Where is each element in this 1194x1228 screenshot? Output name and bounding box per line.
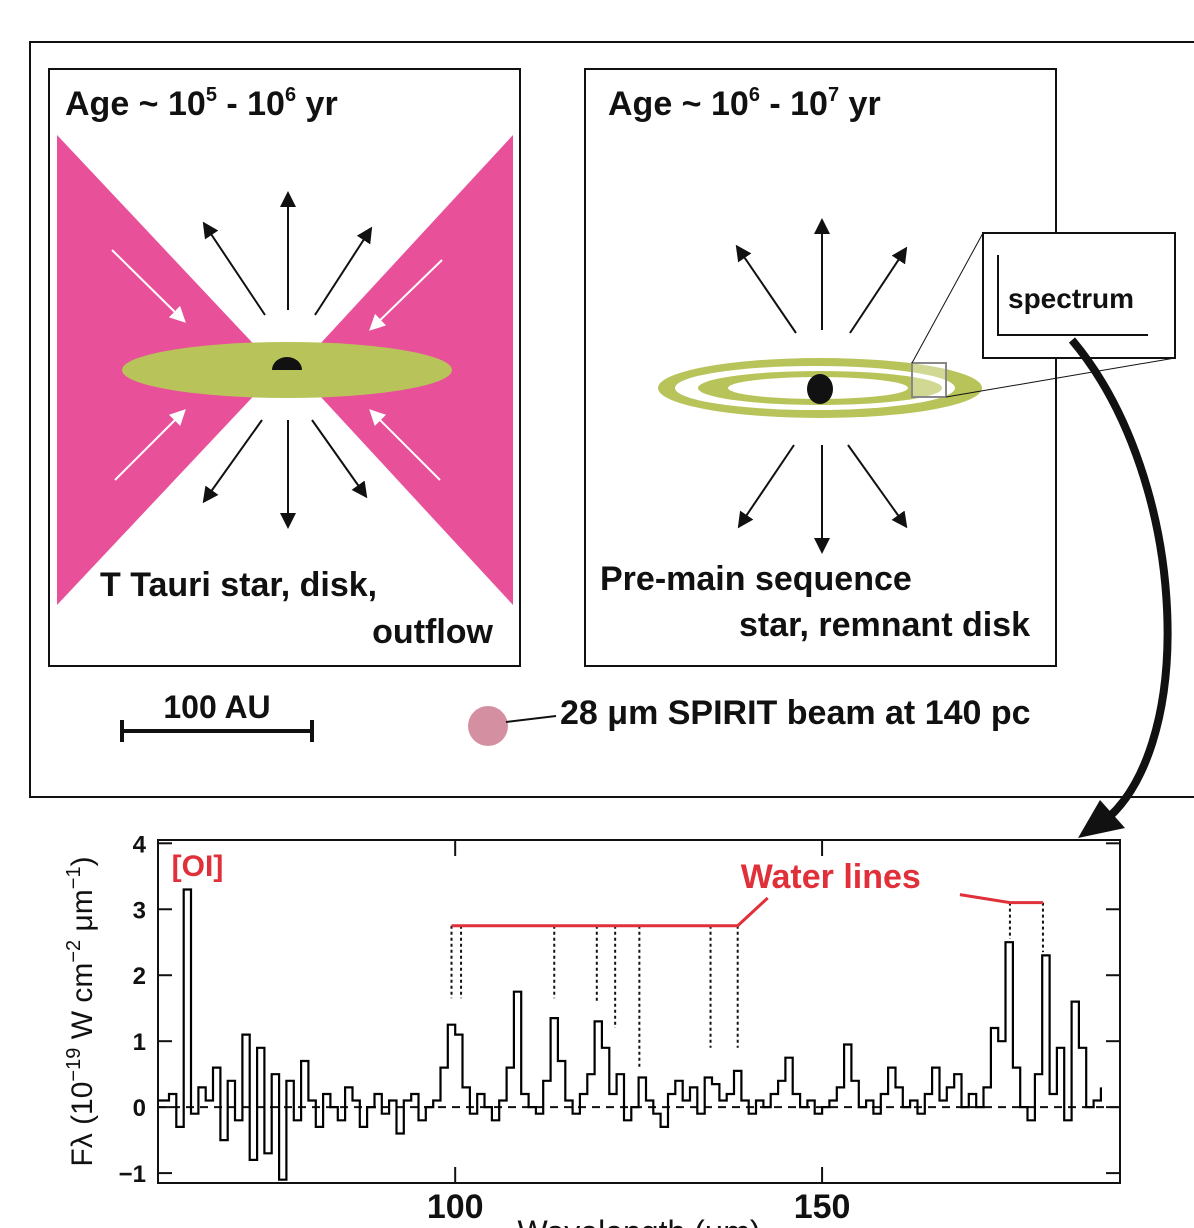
y-tick-label: 1: [133, 1029, 146, 1056]
y-axis-label-part: −19: [63, 1048, 85, 1082]
beam-pointer: [506, 716, 556, 722]
caption: star, remnant disk: [739, 606, 1030, 644]
beam: [468, 706, 508, 746]
x-tick-label: 100: [427, 1188, 484, 1226]
plot: −1 0 1 2 3 4 100 150 Wavelength (μm) Fλ (10−19 W …: [63, 831, 1120, 1228]
figure: Age ~ 105 - 106 yr T Tauri star, disk, o…: [0, 0, 1194, 1228]
oi-label: [OI]: [172, 850, 224, 883]
y-axis-label-part: −1: [63, 866, 85, 889]
y-axis-label-part: −2: [63, 940, 85, 963]
age-label: Age ~ 106 - 107 yr: [608, 84, 881, 123]
scale-label: 100 AU: [163, 689, 270, 725]
zoom-line: [946, 358, 1175, 397]
y-axis-label-part: μm: [66, 889, 99, 940]
y-axis-label-part: ): [66, 856, 99, 866]
water-bracket: [452, 898, 768, 926]
y-axis-label-part: Fλ (10: [66, 1082, 99, 1167]
x-tick-label: 150: [794, 1188, 851, 1226]
age-label: Age ~ 105 - 106 yr: [65, 84, 338, 123]
x-axis-label: Wavelength (μm): [517, 1214, 760, 1228]
y-tick-label: 4: [133, 831, 147, 858]
y-axis-label-part: W cm: [66, 963, 99, 1048]
water-label: Water lines: [741, 858, 921, 896]
y-tick-label: 0: [133, 1095, 146, 1122]
caption: T Tauri star, disk,: [100, 566, 377, 604]
water-bracket: [960, 895, 1043, 903]
y-tick-label: 2: [133, 963, 146, 990]
connector-arrow: [1072, 340, 1168, 828]
star: [807, 374, 833, 404]
zoom-line: [912, 233, 983, 363]
y-tick-label: 3: [133, 897, 146, 924]
caption: Pre-main sequence: [600, 560, 912, 598]
caption: outflow: [372, 613, 493, 651]
beam-label: 28 μm SPIRIT beam at 140 pc: [560, 694, 1031, 732]
y-tick-label: −1: [119, 1161, 146, 1188]
inset-label: spectrum: [1008, 283, 1134, 314]
spectrum-line: [158, 890, 1101, 1180]
y-axis-label: Fλ (10−19 W cm−2 μm−1): [63, 856, 99, 1166]
zoom-box: [912, 363, 946, 397]
